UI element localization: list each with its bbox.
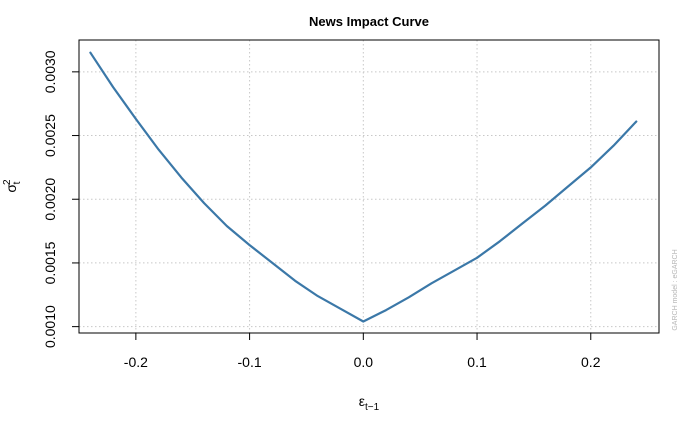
- x-tick-label-3: 0.1: [467, 354, 487, 370]
- x-tick-label-4: 0.2: [581, 354, 601, 370]
- x-tick-label-2: 0.0: [354, 354, 374, 370]
- y-tick-label-2: 0.0020: [42, 178, 58, 221]
- chart-title: News Impact Curve: [309, 14, 429, 29]
- x-axis: -0.2 -0.1 0.0 0.1 0.2: [124, 333, 601, 370]
- y-axis-label-sub: t: [12, 181, 23, 184]
- model-note: GARCH model : eGARCH: [672, 249, 679, 330]
- y-tick-label-1: 0.0015: [42, 241, 58, 284]
- svg-text:σ2t: σ2t: [2, 179, 23, 193]
- y-axis-label: σ2t: [2, 179, 23, 193]
- x-tick-label-1: -0.1: [238, 354, 262, 370]
- x-axis-label: εt−1: [359, 393, 380, 413]
- y-axis-label-sup: 2: [2, 179, 13, 185]
- y-tick-label-3: 0.0025: [42, 114, 58, 157]
- plot-frame: [78, 39, 660, 334]
- grid-lines: [79, 40, 659, 333]
- series-line: [89, 51, 638, 323]
- y-tick-label-0: 0.0010: [42, 305, 58, 348]
- x-tick-label-0: -0.2: [124, 354, 148, 370]
- y-tick-label-4: 0.0030: [42, 50, 58, 93]
- x-axis-label-base: ε: [359, 393, 365, 409]
- y-axis-label-base: σ: [3, 184, 19, 193]
- y-axis: 0.0010 0.0015 0.0020 0.0025 0.0030: [42, 50, 79, 348]
- x-axis-label-sub: t−1: [365, 402, 380, 413]
